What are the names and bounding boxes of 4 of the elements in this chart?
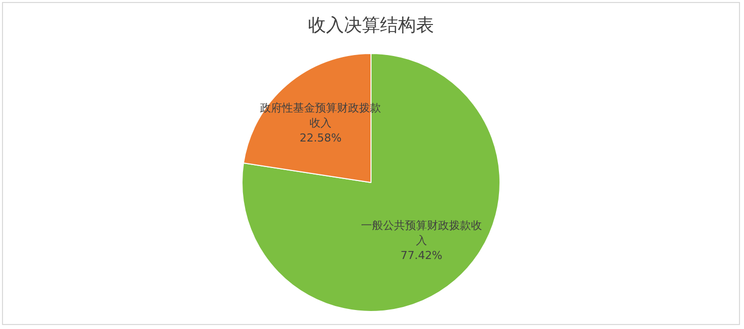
slice-label: 一般公共预算财政拨款收入 (360, 219, 482, 248)
chart-title: 收入决算结构表 (307, 14, 435, 37)
data-label: 77.42% (400, 249, 442, 262)
data-label: 22.58% (300, 132, 342, 145)
